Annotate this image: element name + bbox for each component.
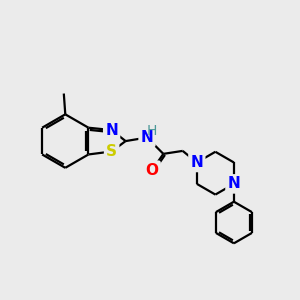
Text: N: N [227,176,240,191]
Text: N: N [105,123,118,138]
Text: H: H [147,124,157,138]
Text: N: N [141,130,153,145]
Text: N: N [190,155,203,170]
Text: O: O [146,163,159,178]
Text: S: S [106,144,117,159]
